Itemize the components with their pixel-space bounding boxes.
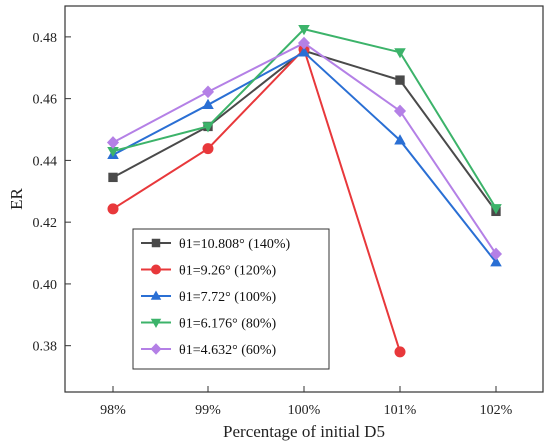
data-point [489, 247, 503, 261]
data-point [297, 36, 311, 50]
data-point [107, 203, 119, 215]
y-tick-label: 0.46 [33, 93, 58, 108]
legend-box [132, 228, 330, 370]
data-point [106, 136, 120, 149]
data-point [393, 104, 407, 118]
legend-label: θ1=4.632° (60%) [179, 343, 277, 358]
data-point [150, 318, 162, 328]
data-point [202, 98, 214, 109]
data-point [151, 264, 161, 275]
series-5 [106, 36, 503, 261]
data-point [202, 122, 214, 133]
series-layer [106, 25, 503, 358]
legend-label: θ1=9.26° (120%) [179, 264, 277, 279]
y-tick-label: 0.42 [33, 216, 58, 231]
x-tick-label: 99% [195, 403, 221, 418]
legend-item: θ1=7.72° (100%) [141, 290, 277, 305]
data-point [107, 147, 119, 158]
data-point [298, 25, 310, 36]
data-point [201, 85, 215, 99]
series-line [112, 49, 497, 212]
data-point [490, 204, 502, 215]
data-point [394, 346, 406, 358]
x-axis: 98% 99% 100% 101% 102% [100, 386, 513, 418]
data-point [394, 134, 406, 145]
x-tick-label: 100% [288, 403, 321, 418]
y-tick-label: 0.44 [33, 154, 58, 169]
data-point [202, 143, 214, 155]
y-axis: 0.38 0.40 0.42 0.44 0.46 0.48 [33, 31, 71, 355]
legend-item: θ1=6.176° (80%) [141, 317, 277, 332]
series-1 [108, 46, 501, 217]
series-3 [107, 46, 502, 267]
series-4 [107, 25, 502, 215]
legend-label: θ1=7.72° (100%) [179, 290, 277, 305]
x-axis-title: Percentage of initial D5 [223, 422, 385, 441]
series-line [112, 47, 401, 353]
legend-item: θ1=9.26° (120%) [141, 264, 277, 279]
data-point [394, 48, 406, 59]
y-tick-label: 0.40 [33, 278, 58, 293]
x-tick-label: 98% [100, 403, 126, 418]
legend-item: θ1=4.632° (60%) [141, 343, 277, 358]
data-point [395, 75, 405, 85]
data-point [150, 290, 162, 300]
data-point [108, 172, 118, 183]
legend-label: θ1=6.176° (80%) [179, 317, 277, 332]
x-tick-label: 101% [384, 403, 417, 418]
y-tick-label: 0.48 [33, 31, 58, 46]
legend-item: θ1=10.808° (140%) [141, 237, 291, 252]
data-point [151, 238, 161, 248]
y-axis-title: ER [7, 187, 26, 209]
x-tick-label: 102% [480, 403, 513, 418]
legend-label: θ1=10.808° (140%) [179, 237, 291, 252]
series-line [112, 41, 497, 255]
data-point [298, 46, 310, 57]
data-point [490, 256, 502, 267]
legend: θ1=10.808° (140%) θ1=9.26° (120%) θ1=7.72°… [132, 228, 330, 370]
y-tick-label: 0.38 [33, 340, 58, 355]
data-point [150, 343, 162, 355]
